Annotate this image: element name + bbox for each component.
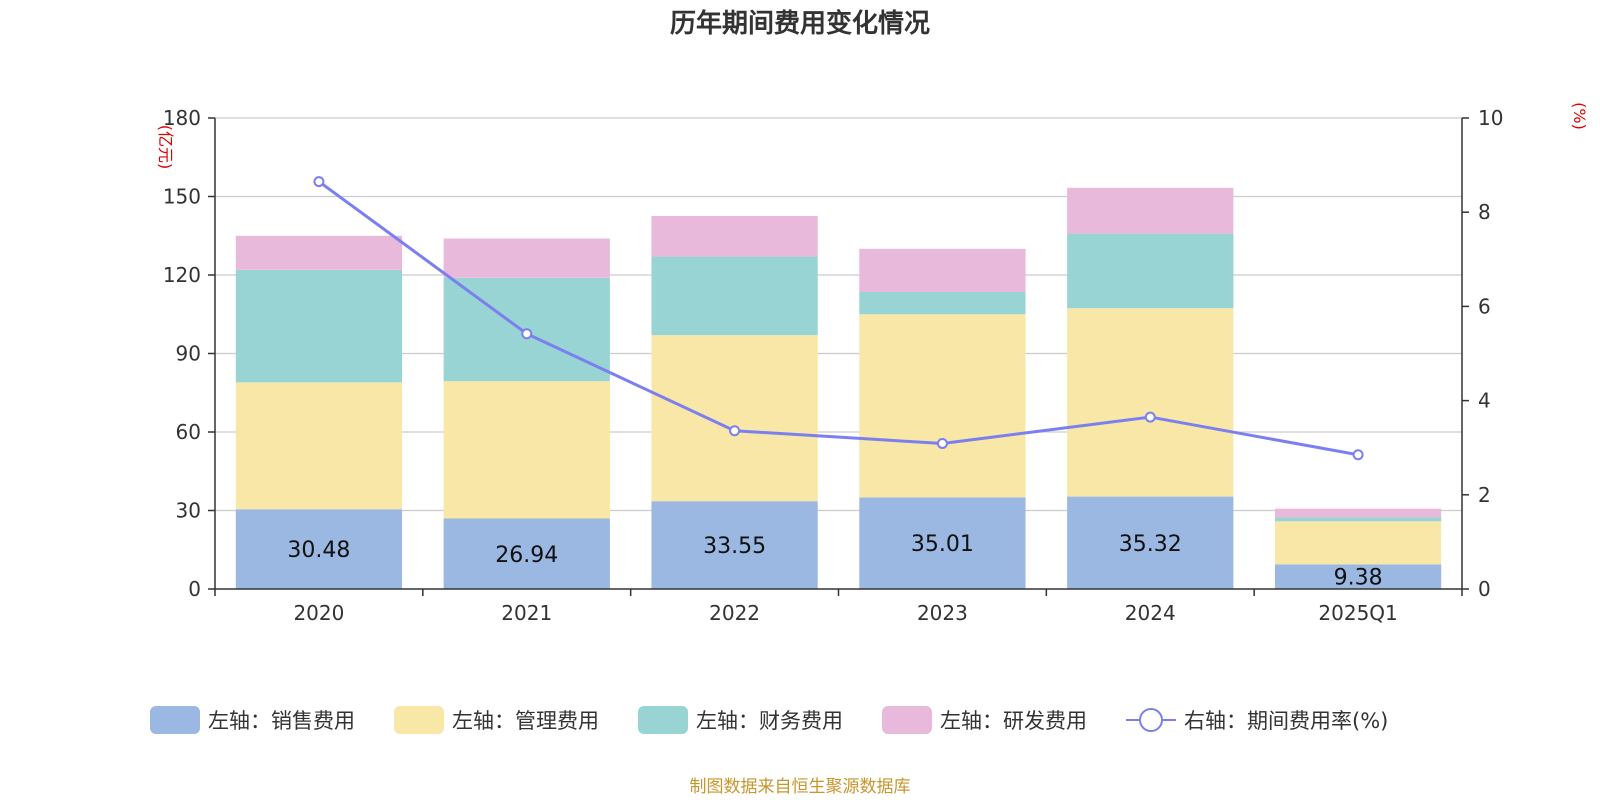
- right-axis-tick-label: 10: [1478, 106, 1503, 130]
- x-axis-tick-label: 2023: [917, 601, 968, 625]
- rate-line: [318, 180, 1359, 457]
- legend-swatch: [882, 706, 932, 734]
- bar-segment-1: [859, 497, 1026, 589]
- bar-segment-1: [651, 501, 818, 589]
- bar-segment-3: [1274, 517, 1442, 522]
- bar-segment-3: [859, 291, 1026, 315]
- legend-item-label: 左轴：管理费用: [452, 709, 599, 733]
- rate-point: [521, 328, 533, 340]
- bar-segment-1: [235, 509, 403, 589]
- bar-segment-2: [1067, 308, 1234, 497]
- legend-swatch: [150, 706, 200, 734]
- right-axis-tick-label: 2: [1478, 483, 1491, 507]
- bar-segment-1: [443, 518, 610, 589]
- bar-segment-1: [1274, 564, 1442, 589]
- legend-item-label: 右轴：期间费用率(%): [1184, 709, 1388, 733]
- rate-line-layer: [313, 176, 1364, 461]
- chart-title: 历年期间费用变化情况: [670, 8, 930, 39]
- x-axis-tick-label: 2020: [293, 601, 344, 625]
- bar-segment-3: [235, 269, 403, 383]
- bar-segment-2: [235, 382, 403, 510]
- bar-segment-4: [859, 248, 1026, 292]
- x-axis-tick-label: 2025Q1: [1318, 601, 1397, 625]
- right-axis-tick-label: 4: [1478, 389, 1491, 413]
- bar-value-label: 35.01: [911, 532, 974, 557]
- left-axis-tick-label: 60: [176, 420, 201, 444]
- right-axis-tick-label: 0: [1478, 577, 1491, 601]
- bar-segment-4: [443, 238, 610, 278]
- rate-point: [1144, 411, 1156, 423]
- bar-value-label: 35.32: [1119, 532, 1182, 557]
- rate-point: [936, 437, 948, 449]
- legend-swatch: [394, 706, 444, 734]
- x-axis-tick-label: 2021: [501, 601, 552, 625]
- bar-labels: 30.48 26.94 33.55 35.01 35.32 9.38: [287, 532, 1382, 591]
- source-note: 制图数据来自恒生聚源数据库: [690, 777, 911, 797]
- legend-item-label: 左轴：销售费用: [208, 709, 355, 733]
- legend-item-label: 左轴：研发费用: [940, 709, 1087, 733]
- bar-segment-4: [1274, 508, 1442, 518]
- x-axis-tick-label: 2024: [1125, 601, 1176, 625]
- rate-point: [1352, 449, 1364, 461]
- bar-segment-2: [651, 335, 818, 502]
- legend-swatch: [638, 706, 688, 734]
- left-axis-tick-label: 90: [176, 342, 201, 366]
- right-axis-unit: (%): [1570, 102, 1589, 130]
- bar-segment-4: [651, 215, 818, 257]
- right-axis-tick-label: 8: [1478, 200, 1491, 224]
- legend-item-label: 左轴：财务费用: [696, 709, 843, 733]
- left-axis-tick-label: 150: [163, 185, 201, 209]
- left-axis-unit: (亿元): [156, 125, 175, 170]
- bar-layer: [235, 187, 1442, 589]
- bar-segment-2: [859, 314, 1026, 498]
- bar-segment-2: [1274, 521, 1442, 565]
- bar-value-label: 30.48: [287, 538, 350, 563]
- grid-lines: [215, 117, 1462, 512]
- bar-segment-1: [1067, 496, 1234, 589]
- left-axis-tick-label: 180: [163, 106, 201, 130]
- bar-segment-2: [443, 381, 610, 519]
- bar-segment-3: [651, 256, 818, 336]
- rate-point: [313, 176, 325, 188]
- bar-segment-4: [235, 235, 403, 270]
- x-axis-tick-label: 2022: [709, 601, 760, 625]
- bar-segment-4: [1067, 187, 1234, 234]
- bar-value-label: 33.55: [703, 534, 766, 559]
- axes: 0 30 60 90 120 150 180 0 2 4 6 8 10 2020 2021 2022 2023 2…: [163, 106, 1504, 625]
- bar-value-label: 26.94: [495, 543, 558, 568]
- legend: 左轴：销售费用 左轴：管理费用 左轴：财务费用 左轴：研发费用 右轴：期间费用率(%): [150, 706, 1388, 734]
- left-axis-tick-label: 0: [188, 577, 201, 601]
- legend-swatch-marker: [1139, 708, 1163, 732]
- bar-segment-3: [1067, 233, 1234, 309]
- left-axis-tick-label: 120: [163, 263, 201, 287]
- right-axis-tick-label: 6: [1478, 294, 1491, 318]
- rate-point: [729, 425, 741, 437]
- bar-value-label: 9.38: [1334, 566, 1383, 591]
- left-axis-tick-label: 30: [176, 499, 201, 523]
